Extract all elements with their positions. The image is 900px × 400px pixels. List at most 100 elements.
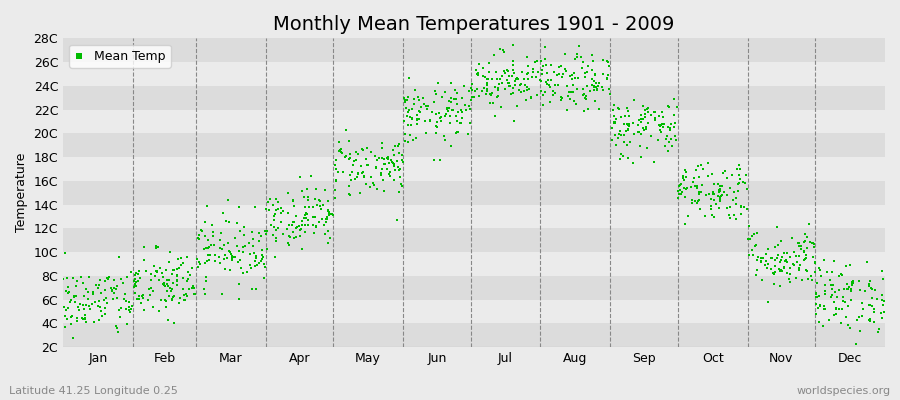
- Mean Temp: [772, 268, 787, 274]
- Mean Temp: [228, 235, 242, 241]
- Mean Temp: [149, 268, 164, 274]
- Mean Temp: [855, 306, 869, 312]
- Mean Temp: [419, 106, 434, 112]
- Mean Temp: [405, 115, 419, 122]
- Mean Temp: [572, 43, 586, 50]
- Mean Temp: [720, 204, 734, 211]
- Mean Temp: [564, 76, 579, 82]
- Mean Temp: [590, 80, 604, 86]
- Mean Temp: [174, 255, 188, 261]
- Mean Temp: [842, 262, 857, 268]
- Mean Temp: [131, 268, 146, 274]
- Mean Temp: [443, 120, 457, 126]
- Mean Temp: [220, 218, 234, 224]
- Mean Temp: [390, 217, 404, 224]
- Mean Temp: [746, 231, 760, 237]
- Mean Temp: [442, 105, 456, 111]
- Mean Temp: [325, 211, 339, 217]
- Mean Temp: [285, 198, 300, 204]
- Mean Temp: [265, 222, 279, 228]
- Mean Temp: [472, 61, 486, 67]
- Mean Temp: [805, 273, 819, 279]
- Mean Temp: [421, 102, 436, 109]
- Mean Temp: [392, 167, 407, 173]
- Mean Temp: [596, 56, 610, 63]
- Mean Temp: [768, 268, 782, 275]
- Mean Temp: [626, 130, 641, 137]
- Mean Temp: [445, 107, 459, 114]
- Mean Temp: [491, 85, 505, 92]
- Mean Temp: [292, 233, 307, 240]
- Mean Temp: [192, 236, 206, 242]
- Mean Temp: [614, 150, 628, 157]
- Mean Temp: [180, 269, 194, 275]
- Mean Temp: [144, 276, 158, 283]
- Mean Temp: [162, 277, 176, 284]
- Mean Temp: [799, 252, 814, 258]
- Bar: [63, 323, 885, 347]
- Mean Temp: [729, 216, 743, 223]
- Mean Temp: [450, 118, 464, 124]
- Mean Temp: [713, 196, 727, 202]
- Mean Temp: [590, 87, 604, 94]
- Mean Temp: [137, 307, 151, 314]
- Mean Temp: [872, 326, 886, 332]
- Mean Temp: [491, 87, 505, 93]
- Mean Temp: [188, 291, 202, 297]
- Mean Temp: [160, 277, 175, 283]
- Mean Temp: [83, 306, 97, 312]
- Mean Temp: [570, 51, 584, 57]
- Mean Temp: [636, 127, 651, 134]
- Mean Temp: [268, 206, 283, 213]
- Mean Temp: [62, 289, 77, 296]
- Mean Temp: [77, 316, 92, 322]
- Mean Temp: [282, 233, 296, 240]
- Mean Temp: [450, 128, 464, 135]
- Mean Temp: [127, 276, 141, 282]
- Mean Temp: [667, 124, 681, 131]
- Mean Temp: [760, 258, 774, 264]
- Mean Temp: [128, 289, 142, 296]
- Mean Temp: [289, 234, 303, 240]
- Mean Temp: [158, 297, 172, 304]
- Mean Temp: [732, 180, 746, 187]
- Mean Temp: [360, 145, 374, 151]
- Mean Temp: [713, 198, 727, 204]
- Mean Temp: [548, 90, 562, 96]
- Mean Temp: [482, 68, 496, 75]
- Mean Temp: [728, 200, 742, 207]
- Mean Temp: [577, 108, 591, 115]
- Mean Temp: [787, 261, 801, 267]
- Mean Temp: [673, 182, 688, 188]
- Mean Temp: [581, 63, 596, 70]
- Mean Temp: [232, 228, 247, 234]
- Mean Temp: [801, 275, 815, 282]
- Mean Temp: [348, 176, 363, 183]
- Mean Temp: [292, 226, 307, 233]
- Mean Temp: [320, 228, 335, 234]
- Mean Temp: [750, 272, 764, 278]
- Mean Temp: [243, 264, 257, 271]
- Mean Temp: [451, 109, 465, 115]
- Mean Temp: [662, 125, 677, 132]
- Mean Temp: [832, 306, 847, 312]
- Mean Temp: [136, 295, 150, 301]
- Mean Temp: [828, 288, 842, 295]
- Mean Temp: [60, 316, 75, 322]
- Mean Temp: [817, 282, 832, 288]
- Mean Temp: [792, 240, 806, 246]
- Mean Temp: [862, 316, 877, 323]
- Mean Temp: [764, 266, 778, 272]
- Mean Temp: [580, 69, 594, 76]
- Bar: [63, 38, 885, 62]
- Mean Temp: [412, 109, 427, 116]
- Mean Temp: [734, 204, 748, 210]
- Mean Temp: [161, 317, 176, 323]
- Mean Temp: [482, 100, 497, 106]
- Mean Temp: [662, 104, 677, 110]
- Mean Temp: [825, 292, 840, 298]
- Mean Temp: [863, 318, 878, 324]
- Mean Temp: [237, 223, 251, 230]
- Mean Temp: [343, 155, 357, 161]
- Mean Temp: [691, 191, 706, 197]
